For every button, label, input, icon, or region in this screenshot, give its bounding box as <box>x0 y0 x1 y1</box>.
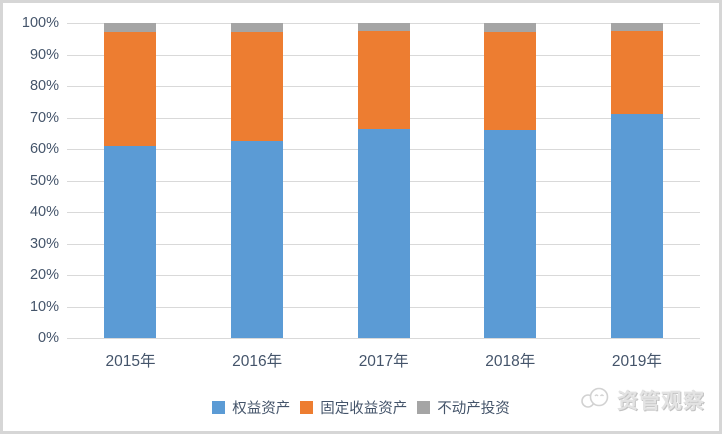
watermark-logo-icon <box>580 386 610 415</box>
x-axis-label: 2017年 <box>358 353 409 370</box>
y-axis-tick-label: 30% <box>29 235 59 252</box>
x-axis-label: 2016年 <box>232 353 283 370</box>
bar-segment <box>230 32 283 142</box>
y-axis-tick-label: 10% <box>29 298 59 315</box>
legend-swatch-fixed-income <box>300 401 314 414</box>
bar-segment <box>610 30 663 115</box>
x-axis-label: 2015年 <box>105 353 156 370</box>
legend-swatch-equity <box>212 401 226 414</box>
legend-item-real-estate: 不动产投资 <box>417 397 510 418</box>
legend-item-equity: 权益资产 <box>212 397 290 418</box>
bar-segment <box>357 30 410 129</box>
bar-segment <box>484 130 537 338</box>
watermark: 资管观察 <box>580 385 705 415</box>
y-axis-tick-label: 70% <box>29 109 59 126</box>
y-axis-tick-label: 80% <box>29 78 59 94</box>
bar-segment <box>104 23 157 33</box>
legend-label: 不动产投资 <box>437 401 510 417</box>
y-axis-tick-label: 40% <box>29 204 59 220</box>
x-axis-label: 2019年 <box>611 353 662 370</box>
bar-segment <box>610 23 663 31</box>
x-axis-label: 2018年 <box>485 353 536 370</box>
legend: 权益资产 固定收益资产 不动产投资 <box>3 397 719 418</box>
legend-swatch-real-estate <box>417 401 431 414</box>
y-axis-tick-label: 0% <box>38 330 59 346</box>
bar-segment <box>230 23 283 33</box>
y-axis-tick-label: 60% <box>29 141 59 157</box>
bar-segment <box>357 128 410 338</box>
gridline <box>67 338 700 339</box>
bar-segment <box>610 114 663 338</box>
legend-item-fixed-income: 固定收益资产 <box>300 397 407 418</box>
legend-label: 固定收益资产 <box>320 401 408 417</box>
bar-segment <box>357 23 410 31</box>
y-axis-tick-label: 50% <box>29 172 59 189</box>
bar-segment <box>230 141 283 338</box>
legend-label: 权益资产 <box>232 401 291 417</box>
bar-segment <box>484 32 537 131</box>
y-axis-tick-label: 20% <box>29 267 59 283</box>
bar-segment <box>484 23 537 33</box>
y-axis-tick-label: 90% <box>29 46 59 63</box>
bar-segment <box>104 32 157 146</box>
bar-segment <box>104 145 157 338</box>
watermark-text: 资管观察 <box>617 390 705 413</box>
y-axis-tick-label: 100% <box>21 15 59 31</box>
